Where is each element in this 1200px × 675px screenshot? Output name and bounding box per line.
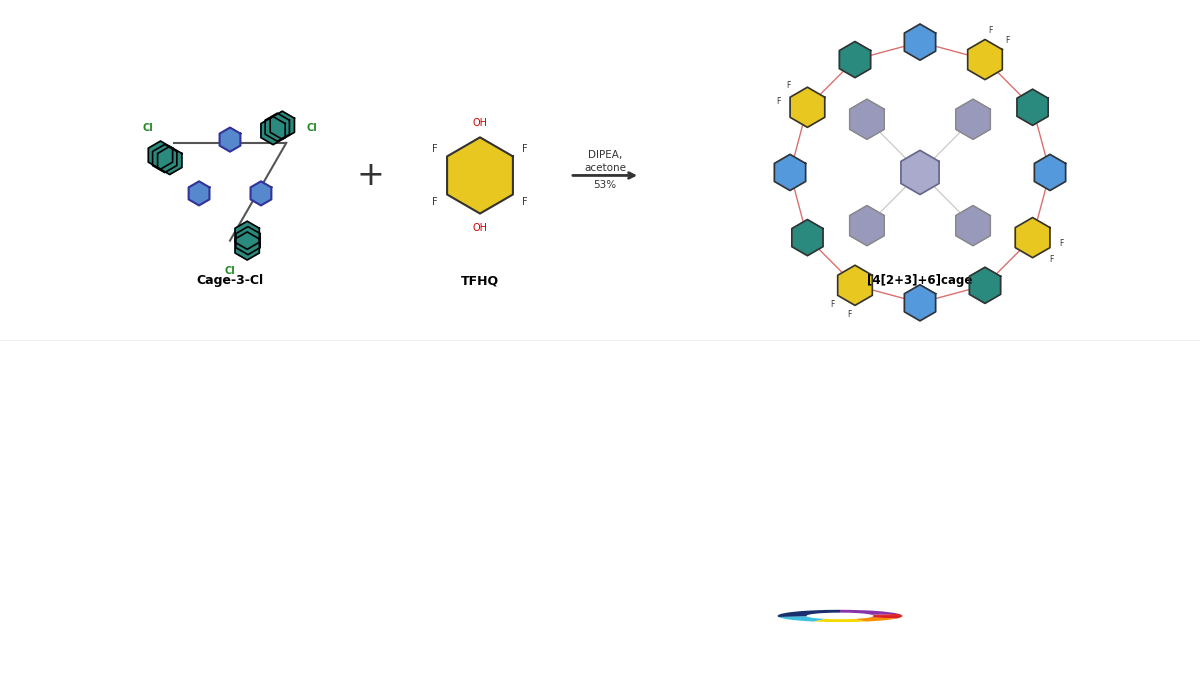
Wedge shape <box>870 616 902 618</box>
Polygon shape <box>220 128 240 152</box>
Polygon shape <box>1034 155 1066 190</box>
Text: [4[2+3]+6]cage: [4[2+3]+6]cage <box>868 274 973 288</box>
Polygon shape <box>850 206 884 246</box>
Polygon shape <box>265 113 289 141</box>
Text: Altmetric: Altmetric <box>920 603 1058 629</box>
Text: F: F <box>522 196 528 207</box>
Polygon shape <box>955 206 990 246</box>
Polygon shape <box>901 151 940 194</box>
Polygon shape <box>955 99 990 139</box>
Polygon shape <box>970 267 1001 303</box>
Text: Highlight: Highlight <box>1021 603 1148 629</box>
Polygon shape <box>792 219 823 256</box>
Polygon shape <box>1016 89 1048 126</box>
Polygon shape <box>840 42 870 78</box>
Polygon shape <box>905 285 936 321</box>
Text: +: + <box>356 159 384 192</box>
Text: OH: OH <box>473 223 487 233</box>
Text: F: F <box>432 196 438 207</box>
Polygon shape <box>790 87 824 128</box>
Polygon shape <box>188 182 210 205</box>
Text: F: F <box>776 97 781 106</box>
Polygon shape <box>448 137 512 213</box>
Text: F: F <box>847 310 852 319</box>
Text: organic ‘cage of cages’: organic ‘cage of cages’ <box>66 441 438 469</box>
Polygon shape <box>1015 217 1050 258</box>
Wedge shape <box>814 619 866 622</box>
Text: F: F <box>1050 255 1054 264</box>
Text: Cage-3-Cl: Cage-3-Cl <box>197 274 264 288</box>
Text: F: F <box>522 144 528 155</box>
Polygon shape <box>235 232 259 260</box>
Text: ATURE: ATURE <box>326 606 436 635</box>
Text: S: S <box>66 595 96 637</box>
Polygon shape <box>152 144 176 173</box>
Polygon shape <box>838 265 872 305</box>
Text: acetone: acetone <box>584 163 626 173</box>
Text: TFHQ: TFHQ <box>461 274 499 288</box>
Polygon shape <box>850 99 884 139</box>
Text: F: F <box>830 300 835 309</box>
Text: F: F <box>432 144 438 155</box>
Polygon shape <box>235 221 259 249</box>
Polygon shape <box>236 227 260 254</box>
Wedge shape <box>854 618 896 622</box>
Text: N: N <box>292 595 326 637</box>
Wedge shape <box>778 610 840 617</box>
Text: F: F <box>786 80 791 90</box>
Text: Computationally guided synthesis of a hierarchical [4[2+3]+6] porous: Computationally guided synthesis of a hi… <box>66 396 1194 424</box>
Polygon shape <box>157 146 182 175</box>
Text: Cl: Cl <box>307 123 318 133</box>
Text: PRINGER: PRINGER <box>101 606 260 635</box>
Text: Cl: Cl <box>143 123 154 133</box>
Polygon shape <box>149 141 173 169</box>
Polygon shape <box>260 117 286 144</box>
Text: 53%: 53% <box>594 180 617 190</box>
Wedge shape <box>840 610 899 615</box>
Polygon shape <box>774 155 805 190</box>
Text: F: F <box>989 26 992 35</box>
Text: Published in Nature Synthesis: Published in Nature Synthesis <box>66 511 366 530</box>
Wedge shape <box>871 614 902 616</box>
Polygon shape <box>251 182 271 205</box>
Text: F: F <box>1060 239 1063 248</box>
Text: Cl: Cl <box>224 266 235 275</box>
Text: F: F <box>1004 36 1009 45</box>
Wedge shape <box>779 616 826 622</box>
Text: OH: OH <box>473 118 487 128</box>
Polygon shape <box>905 24 936 60</box>
Polygon shape <box>967 40 1002 80</box>
Text: DIPEA,: DIPEA, <box>588 151 622 161</box>
Polygon shape <box>270 111 294 139</box>
